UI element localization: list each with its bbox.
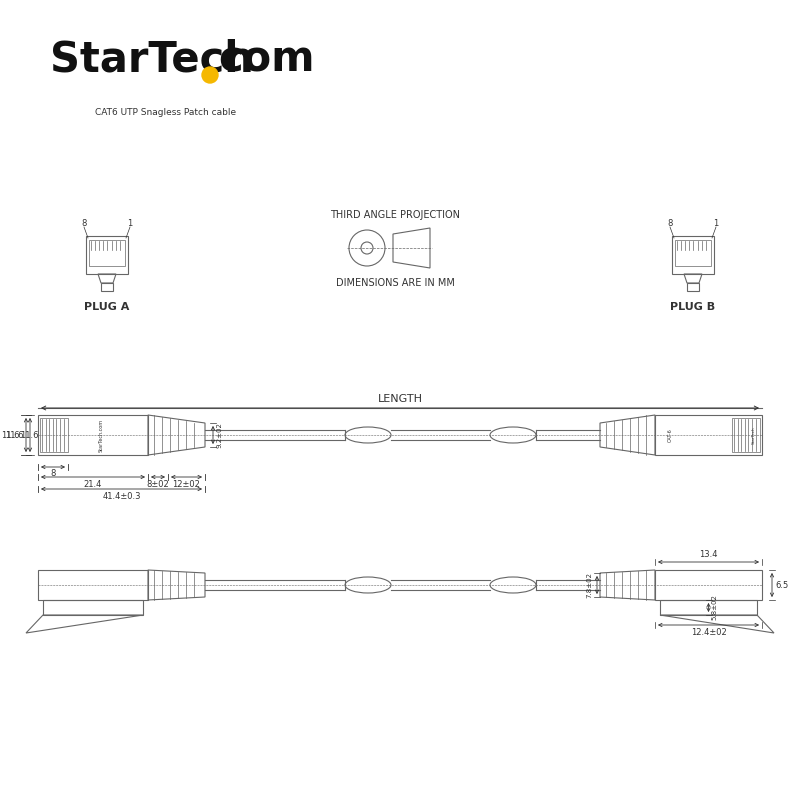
Bar (687, 283, 699, 291)
Bar (38, 415, 148, 455)
Text: PLUG B: PLUG B (670, 302, 715, 312)
Text: LENGTH: LENGTH (378, 394, 422, 404)
Bar (89, 240, 125, 266)
Text: 21.4: 21.4 (84, 480, 102, 489)
Bar (675, 240, 711, 266)
Text: 11.6: 11.6 (20, 430, 38, 439)
Bar (672, 236, 714, 274)
Text: 5.8±02: 5.8±02 (711, 594, 718, 621)
Circle shape (202, 67, 218, 83)
Text: PLUG A: PLUG A (84, 302, 130, 312)
Text: 8±02: 8±02 (146, 480, 170, 489)
Text: 12±02: 12±02 (173, 480, 201, 489)
Text: DIMENSIONS ARE IN MM: DIMENSIONS ARE IN MM (335, 278, 454, 288)
Text: 41.4±0.3: 41.4±0.3 (102, 492, 141, 501)
Bar (40, 418, 68, 452)
Text: 1: 1 (127, 219, 133, 228)
Text: StarTech: StarTech (752, 426, 756, 444)
Text: 11.6: 11.6 (6, 430, 24, 439)
Text: StarTech.com: StarTech.com (98, 418, 103, 451)
Text: 6.5: 6.5 (775, 581, 788, 590)
Bar (655, 570, 762, 600)
Text: CAT-6: CAT-6 (667, 428, 673, 442)
Text: 8: 8 (667, 219, 673, 228)
Bar (101, 283, 113, 291)
Text: 8: 8 (50, 469, 56, 478)
Bar (732, 418, 760, 452)
Text: 13.4: 13.4 (699, 550, 718, 559)
Text: 9.2±02: 9.2±02 (216, 422, 222, 448)
Text: 8: 8 (82, 219, 86, 228)
Text: com: com (218, 38, 314, 80)
Text: 7.8±02: 7.8±02 (586, 572, 592, 598)
Text: 1: 1 (714, 219, 718, 228)
Text: 11.6: 11.6 (2, 430, 20, 439)
Bar (86, 236, 128, 274)
Text: 12.4±02: 12.4±02 (690, 628, 726, 637)
Text: THIRD ANGLE PROJECTION: THIRD ANGLE PROJECTION (330, 210, 460, 220)
Text: StarTech: StarTech (50, 38, 254, 80)
Bar (38, 570, 148, 600)
Bar (655, 415, 762, 455)
Text: CAT6 UTP Snagless Patch cable: CAT6 UTP Snagless Patch cable (95, 108, 236, 117)
